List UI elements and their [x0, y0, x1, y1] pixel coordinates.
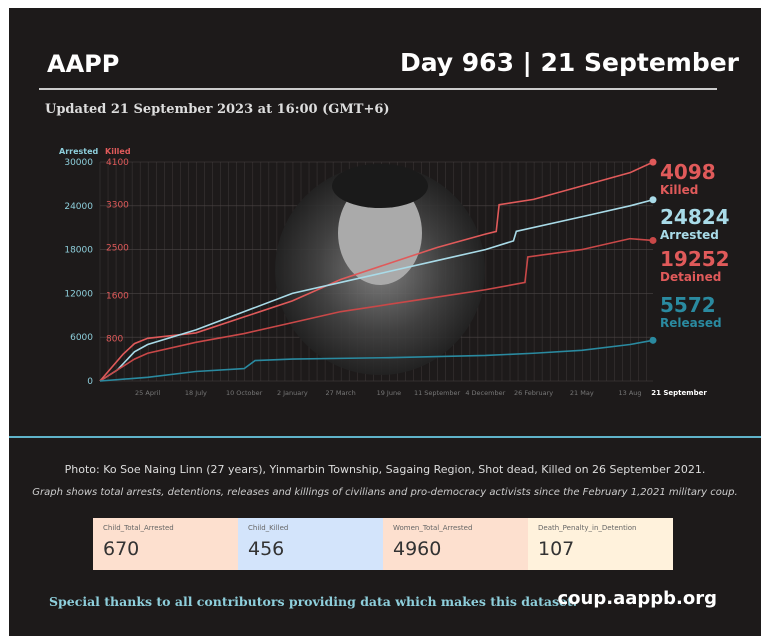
left-tick-label: 24000 — [64, 202, 93, 212]
day-counter: Day 963 | 21 September — [399, 48, 739, 77]
x-tick-label: 18 July — [185, 389, 207, 397]
divider — [9, 436, 761, 438]
right-tick-label: 2500 — [106, 243, 129, 253]
series-final-value: 4098 — [660, 160, 716, 184]
right-tick-label: 1600 — [106, 292, 129, 302]
series-end-marker — [649, 196, 657, 204]
x-tick-label: 21 September — [651, 389, 707, 397]
series-final-value: 5572 — [660, 293, 716, 317]
stat-value: 670 — [103, 538, 140, 560]
stat-card: Death_Penalty_in_Detention 107 — [528, 518, 673, 570]
series-line-killed — [99, 161, 654, 382]
left-tick-label: 30000 — [64, 158, 93, 168]
stat-label: Death_Penalty_in_Detention — [538, 524, 637, 532]
x-tick-label: 26 February — [514, 389, 553, 397]
series-name: Arrested — [660, 228, 719, 242]
x-tick-label: 2 January — [277, 389, 308, 397]
x-tick-label: 10 October — [226, 389, 263, 397]
stat-label: Child_Total_Arrested — [103, 524, 174, 532]
left-tick-label: 12000 — [64, 289, 93, 299]
x-tick-label: 19 June — [377, 389, 402, 397]
stat-value: 4960 — [393, 538, 442, 560]
photo-caption: Photo: Ko Soe Naing Linn (27 years), Yin… — [64, 463, 706, 476]
series-end-marker — [649, 236, 657, 244]
x-tick-label: 25 April — [135, 389, 160, 397]
series-final-value: 19252 — [660, 247, 730, 271]
photo-hair — [332, 164, 428, 208]
series-final-value: 24824 — [660, 205, 730, 229]
series-name: Detained — [660, 270, 721, 284]
series-name: Killed — [660, 183, 698, 197]
graph-note: Graph shows total arrests, detentions, r… — [32, 487, 738, 498]
right-tick-label: 800 — [106, 334, 123, 344]
left-tick-label: 18000 — [64, 246, 93, 256]
stats-row: Child_Total_Arrested 670 Child_Killed 456 … — [93, 518, 673, 570]
stat-value: 456 — [248, 538, 285, 560]
x-tick-label: 4 December — [465, 389, 505, 397]
left-tick-label: 6000 — [70, 333, 93, 343]
stat-card: Women_Total_Arrested 4960 — [383, 518, 528, 570]
left-axis-label: Arrested — [59, 147, 99, 156]
site-link[interactable]: coup.aappb.org — [557, 588, 718, 609]
stat-value: 107 — [538, 538, 575, 560]
x-tick-label: 21 May — [570, 389, 594, 397]
brand-title: AAPP — [47, 50, 120, 78]
series-line-detained — [99, 237, 654, 382]
series-end-marker — [649, 336, 657, 344]
x-tick-label: 13 Aug — [619, 389, 642, 397]
x-tick-label: 27 March — [326, 389, 356, 397]
series-line-released — [99, 339, 654, 382]
series-name: Released — [660, 316, 722, 330]
right-axis-label: Killed — [105, 147, 131, 156]
left-tick-label: 0 — [87, 377, 93, 387]
divider — [39, 88, 717, 90]
series-end-marker — [649, 158, 657, 166]
series-line-arrested — [99, 199, 654, 382]
x-tick-label: 11 September — [414, 389, 461, 397]
infographic-panel: AAPP Day 963 | 21 September Updated 21 S… — [9, 8, 761, 636]
right-tick-label: 4100 — [106, 158, 129, 168]
stat-card: Child_Total_Arrested 670 — [93, 518, 238, 570]
stat-label: Child_Killed — [248, 524, 289, 532]
thanks-text: Special thanks to all contributors provi… — [49, 594, 578, 609]
stat-label: Women_Total_Arrested — [393, 524, 473, 532]
stat-card: Child_Killed 456 — [238, 518, 383, 570]
updated-timestamp: Updated 21 September 2023 at 16:00 (GMT+… — [45, 102, 390, 117]
right-tick-label: 3300 — [106, 201, 129, 211]
cumulative-chart: 30000 24000 18000 12000 6000 0 4100 3300 2500 160… — [59, 147, 730, 397]
